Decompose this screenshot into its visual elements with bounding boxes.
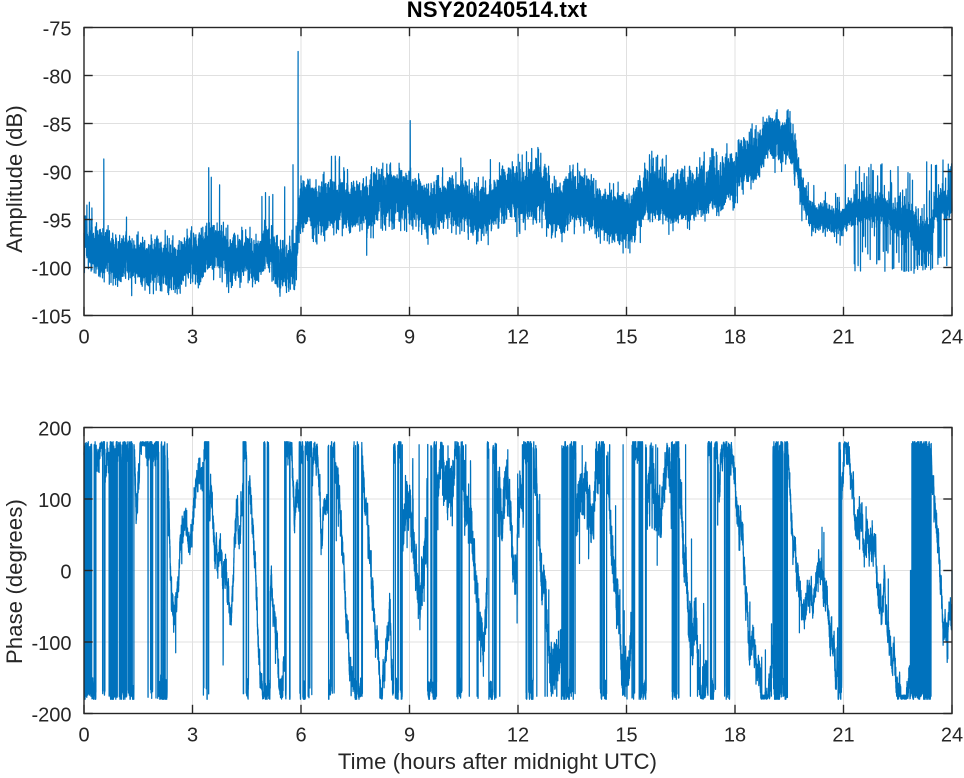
- svg-text:15: 15: [615, 327, 637, 349]
- svg-text:24: 24: [941, 327, 963, 349]
- svg-text:12: 12: [507, 725, 529, 747]
- svg-text:-80: -80: [43, 67, 72, 89]
- svg-text:Phase (degrees): Phase (degrees): [2, 499, 27, 664]
- svg-text:Time (hours after midnight UTC: Time (hours after midnight UTC): [338, 749, 657, 774]
- svg-text:-105: -105: [31, 307, 71, 329]
- svg-text:21: 21: [832, 327, 854, 349]
- svg-text:18: 18: [724, 327, 746, 349]
- svg-text:-75: -75: [43, 19, 72, 41]
- svg-text:0: 0: [78, 725, 89, 747]
- svg-text:-200: -200: [31, 705, 71, 727]
- svg-text:6: 6: [295, 327, 306, 349]
- svg-text:-95: -95: [43, 211, 72, 233]
- svg-text:0: 0: [60, 562, 71, 584]
- svg-text:18: 18: [724, 725, 746, 747]
- svg-text:3: 3: [187, 327, 198, 349]
- svg-text:-100: -100: [31, 633, 71, 655]
- svg-text:200: 200: [38, 419, 71, 441]
- svg-text:12: 12: [507, 327, 529, 349]
- svg-text:-90: -90: [43, 163, 72, 185]
- svg-text:24: 24: [941, 725, 963, 747]
- svg-text:NSY20240514.txt: NSY20240514.txt: [407, 0, 588, 22]
- svg-text:9: 9: [404, 327, 415, 349]
- svg-text:Amplitude (dB): Amplitude (dB): [2, 105, 27, 253]
- svg-text:-85: -85: [43, 115, 72, 137]
- svg-text:6: 6: [295, 725, 306, 747]
- svg-text:100: 100: [38, 490, 71, 512]
- svg-text:9: 9: [404, 725, 415, 747]
- svg-text:15: 15: [615, 725, 637, 747]
- svg-text:3: 3: [187, 725, 198, 747]
- svg-text:0: 0: [78, 327, 89, 349]
- svg-text:-100: -100: [31, 259, 71, 281]
- svg-text:21: 21: [832, 725, 854, 747]
